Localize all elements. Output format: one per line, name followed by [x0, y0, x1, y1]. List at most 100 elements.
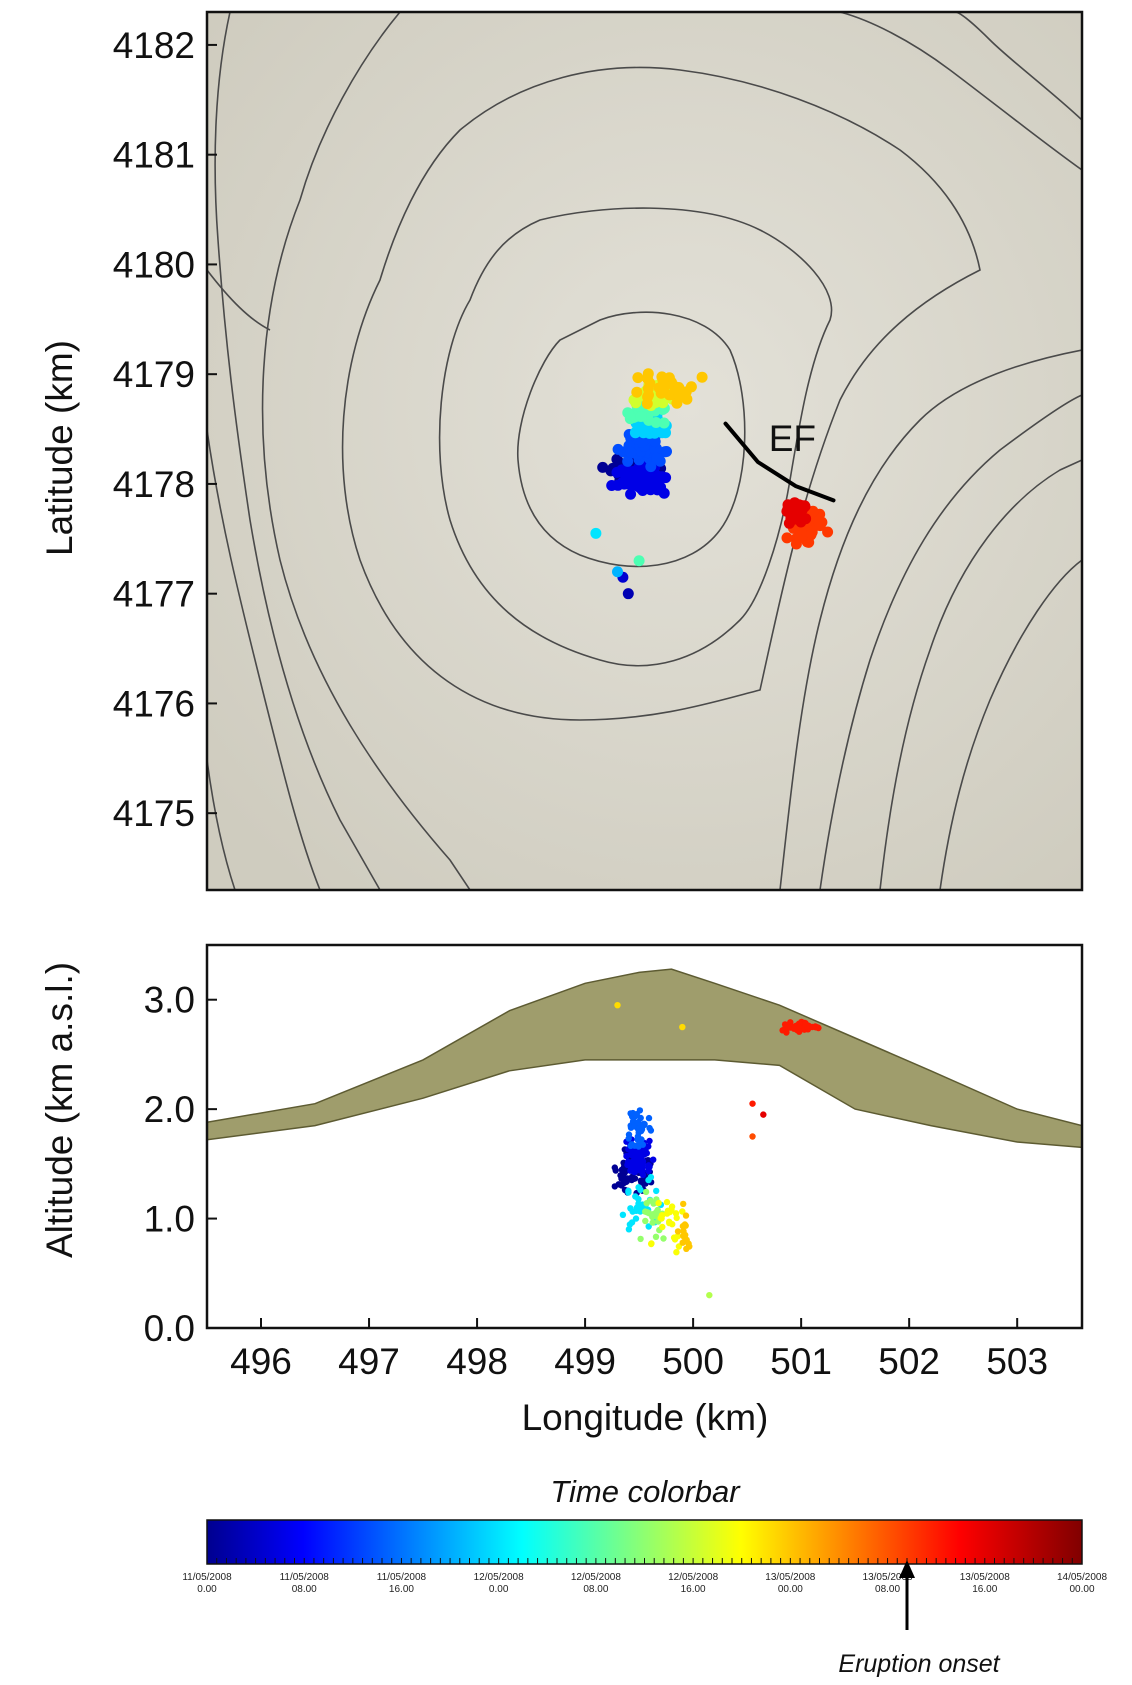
- event-point: [645, 1223, 652, 1230]
- event-point: [645, 1114, 653, 1122]
- event-point: [668, 1203, 676, 1210]
- event-point: [633, 1164, 640, 1171]
- event-point: [616, 464, 628, 476]
- colorbar-tick-date: 11/05/2008: [280, 1572, 330, 1583]
- event-point: [652, 1233, 660, 1241]
- event-point: [706, 1291, 713, 1299]
- colorbar-tick-time: 08.00: [292, 1584, 317, 1595]
- event-point: [648, 1240, 655, 1247]
- event-point: [646, 1137, 653, 1145]
- event-point: [660, 427, 671, 439]
- x-tick-label: 498: [446, 1341, 508, 1382]
- event-point: [671, 385, 683, 397]
- map-frame: [205, 10, 1084, 892]
- event-point: [622, 588, 634, 600]
- event-point: [653, 1187, 660, 1195]
- event-point: [635, 411, 647, 422]
- x-tick-label: 503: [986, 1341, 1048, 1382]
- event-point: [632, 1215, 640, 1222]
- altitude-y-ticks: 0.0 1.0 2.0 3.0: [144, 980, 217, 1349]
- event-point: [643, 389, 654, 401]
- event-point: [642, 1188, 650, 1196]
- contour-8: [207, 269, 271, 890]
- x-tick-label: 499: [554, 1341, 616, 1382]
- event-point: [634, 1150, 641, 1157]
- colorbar-tick-time: 0.00: [197, 1584, 217, 1595]
- event-point: [797, 529, 808, 541]
- event-point: [631, 1142, 638, 1149]
- event-point: [637, 1186, 644, 1194]
- event-point: [606, 480, 618, 491]
- event-point: [795, 516, 807, 528]
- event-point: [639, 1160, 646, 1167]
- event-point: [619, 1171, 627, 1178]
- event-point: [638, 1127, 645, 1135]
- colorbar-title: Time colorbar: [550, 1474, 741, 1509]
- event-point: [611, 1183, 618, 1190]
- event-point: [622, 407, 634, 419]
- event-point: [813, 516, 824, 527]
- event-point: [783, 517, 795, 529]
- event-point: [625, 488, 637, 500]
- event-point: [597, 461, 609, 473]
- event-point: [629, 1208, 636, 1215]
- event-point: [760, 1111, 767, 1118]
- event-point: [680, 1200, 687, 1208]
- colorbar-tick-date: 11/05/2008: [377, 1572, 427, 1583]
- colorbar-tick-time: 16.00: [681, 1584, 706, 1595]
- event-point: [679, 1208, 686, 1215]
- event-point: [627, 1151, 635, 1158]
- x-tick-label: 496: [230, 1341, 292, 1382]
- event-point: [679, 1023, 686, 1031]
- event-point: [663, 1198, 671, 1206]
- event-point: [647, 1173, 655, 1181]
- event-point: [631, 386, 643, 398]
- event-point: [652, 477, 663, 489]
- event-point: [650, 417, 662, 428]
- event-point: [633, 555, 645, 567]
- altitude-panel: 0.0 1.0 2.0 3.0 496 497 498 499 500 501 502 503 Al…: [39, 943, 1084, 1438]
- event-point: [628, 472, 640, 484]
- event-point: [649, 444, 661, 456]
- map-y-ticks: 4175 4176 4177 4178 4179 4180 4181 4182: [113, 25, 217, 834]
- event-point: [814, 1024, 821, 1031]
- topography-surface: [207, 968, 1082, 1149]
- map-seismic-events: [590, 368, 834, 600]
- colorbar-tick-date: 13/05/2008: [960, 1572, 1010, 1583]
- longitude-x-axis-label: Longitude (km): [522, 1397, 769, 1438]
- event-point: [640, 1180, 648, 1187]
- event-point: [783, 1022, 791, 1030]
- event-point: [658, 1212, 666, 1219]
- colorbar-tick-time: 16.00: [389, 1584, 414, 1595]
- contour-4: [261, 12, 1082, 890]
- map-y-axis-label: Latitude (km): [39, 340, 80, 556]
- event-point: [674, 1228, 682, 1235]
- event-point: [659, 380, 671, 392]
- event-point: [660, 1235, 667, 1242]
- event-point: [632, 1193, 639, 1200]
- event-point: [633, 462, 645, 474]
- event-point: [622, 455, 634, 467]
- altitude-seismic-events: [611, 1001, 822, 1299]
- contour-5: [214, 12, 1082, 890]
- event-point: [643, 1150, 650, 1157]
- event-point: [634, 1133, 642, 1140]
- event-point: [637, 1235, 644, 1243]
- colorbar-tick-date: 13/05/2008: [863, 1572, 913, 1583]
- y-tick-label: 4179: [113, 354, 195, 395]
- eruption-onset-label: Eruption onset: [838, 1650, 1000, 1678]
- event-point: [630, 1117, 637, 1125]
- event-point: [627, 1124, 635, 1131]
- map-panel: EF 4175 4176 4177 4178 4179 4180 4181 4182 Lati…: [39, 10, 1084, 892]
- event-point: [627, 1167, 634, 1174]
- colorbar-tick-time: 08.00: [875, 1584, 900, 1595]
- y-tick-label: 3.0: [144, 980, 195, 1021]
- contour-3: [341, 66, 981, 721]
- event-point: [822, 526, 834, 538]
- colorbar-tick-date: 12/05/2008: [668, 1572, 718, 1583]
- event-point: [790, 1025, 798, 1032]
- event-point: [674, 1233, 681, 1240]
- event-point: [795, 1024, 802, 1031]
- event-point: [636, 436, 648, 448]
